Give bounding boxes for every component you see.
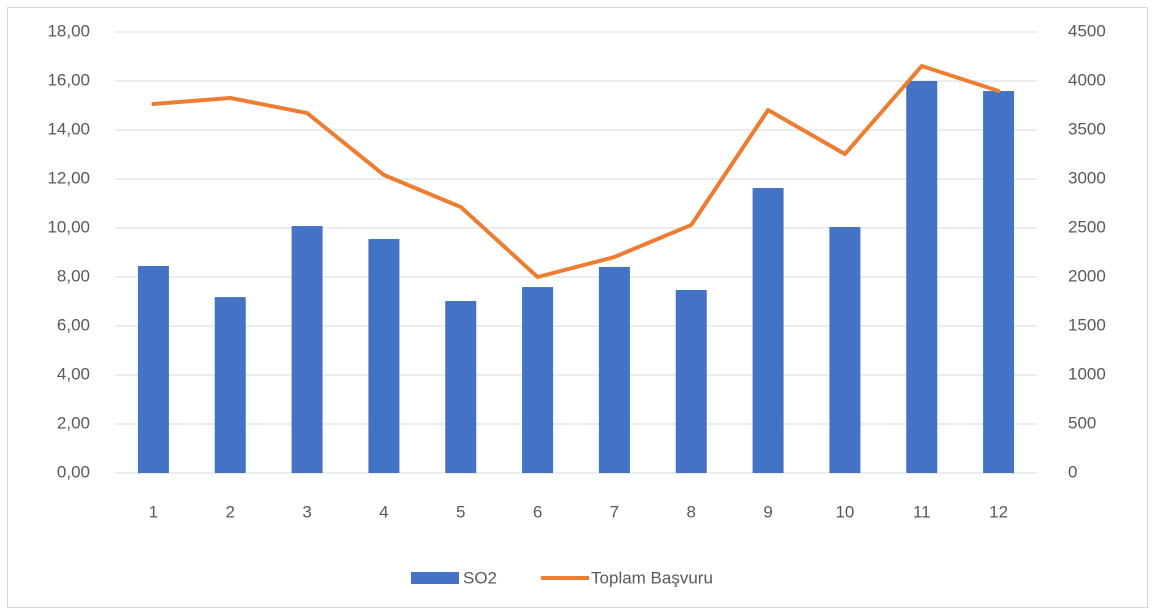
x-tick-label: 9 (763, 502, 772, 521)
legend-label: SO2 (463, 568, 497, 587)
y2-tick-label: 1500 (1068, 315, 1106, 334)
y2-tick-label: 3000 (1068, 168, 1106, 187)
x-tick-label: 11 (913, 502, 931, 521)
x-tick-label: 10 (835, 502, 854, 521)
bar (137, 265, 169, 473)
x-tick-label: 7 (610, 502, 619, 521)
bar (291, 226, 323, 473)
line (151, 64, 1001, 279)
x-tick-label: 5 (456, 502, 465, 521)
bar (214, 297, 246, 473)
bar (829, 227, 861, 473)
bar (906, 81, 938, 473)
y-tick-label: 18,00 (47, 21, 90, 40)
x-tick-label: 4 (379, 502, 388, 521)
y-tick-label: 6,00 (57, 315, 90, 334)
y2-tick-label: 1000 (1068, 364, 1106, 383)
y-tick-label: 0,00 (57, 462, 90, 481)
chart-border (7, 7, 1148, 608)
y-tick-label: 16,00 (47, 70, 90, 89)
bar (598, 266, 630, 473)
y2-tick-label: 0 (1068, 462, 1077, 481)
y-tick-label: 10,00 (47, 217, 90, 236)
bar (675, 289, 707, 473)
y2-tick-label: 3500 (1068, 119, 1106, 138)
x-tick-label: 6 (533, 502, 542, 521)
x-tick-label: 12 (989, 502, 1008, 521)
x-tick-label: 1 (149, 502, 158, 521)
y-tick-label: 2,00 (57, 413, 90, 432)
x-tick-label: 2 (226, 502, 235, 521)
bar (752, 188, 784, 473)
legend-label: Toplam Başvuru (591, 568, 713, 587)
legend-swatch (411, 572, 459, 584)
y-tick-label: 8,00 (57, 266, 90, 285)
bar (522, 287, 554, 473)
x-tick-label: 3 (302, 502, 311, 521)
y-tick-label: 14,00 (47, 119, 90, 138)
y2-tick-label: 2500 (1068, 217, 1106, 236)
y2-tick-label: 2000 (1068, 266, 1106, 285)
y2-tick-label: 4500 (1068, 21, 1106, 40)
x-tick-label: 8 (687, 502, 696, 521)
y-tick-label: 12,00 (47, 168, 90, 187)
y2-tick-label: 500 (1068, 413, 1096, 432)
bar (983, 91, 1015, 474)
bar (445, 301, 477, 473)
bar (368, 239, 400, 473)
y-tick-label: 4,00 (57, 364, 90, 383)
y2-tick-label: 4000 (1068, 70, 1106, 89)
